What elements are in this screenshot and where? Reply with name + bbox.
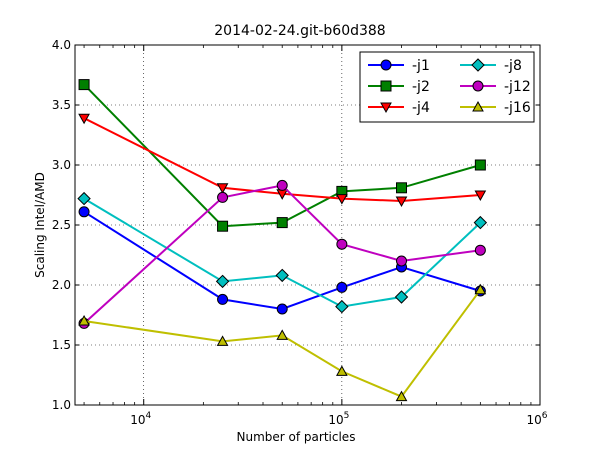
chart-title: 2014-02-24.git-b60d388 bbox=[214, 23, 385, 39]
legend-item: -j8 bbox=[460, 58, 522, 74]
data-point bbox=[215, 274, 230, 289]
legend-item: -j12 bbox=[460, 79, 531, 95]
series-line bbox=[83, 210, 481, 311]
legend-marker bbox=[380, 59, 392, 71]
series-j8 bbox=[77, 191, 488, 314]
data-point bbox=[336, 281, 348, 293]
data-point bbox=[217, 293, 229, 305]
data-point bbox=[474, 159, 486, 171]
data-point bbox=[77, 191, 91, 206]
data-point bbox=[396, 182, 408, 194]
data-point bbox=[78, 79, 90, 91]
x-axis-label: Number of particles bbox=[237, 430, 356, 444]
y-axis-label: Scaling Intel/AMD bbox=[33, 172, 47, 278]
data-point bbox=[216, 335, 229, 346]
plot-series bbox=[77, 79, 488, 402]
x-tick-label-exponent: 4 bbox=[145, 411, 151, 421]
legend-marker bbox=[472, 80, 484, 92]
data-point bbox=[275, 268, 289, 283]
data-point bbox=[276, 329, 289, 340]
legend-item: -j16 bbox=[460, 100, 531, 116]
y-tick-label: 1.0 bbox=[52, 398, 71, 412]
data-point bbox=[336, 238, 348, 250]
series-j16 bbox=[78, 283, 487, 402]
data-point bbox=[474, 283, 487, 295]
legend-marker bbox=[472, 100, 484, 112]
y-tick-label: 3.0 bbox=[52, 158, 71, 172]
data-point bbox=[394, 290, 409, 304]
legend: -j1 -j2 -j4 -j8 -j12 -j16 bbox=[359, 51, 535, 123]
legend-label: -j4 bbox=[412, 100, 430, 116]
series-j4 bbox=[78, 113, 487, 208]
y-tick-label: 4.0 bbox=[52, 38, 71, 52]
series-line bbox=[83, 197, 482, 308]
y-tick-label: 1.5 bbox=[52, 338, 71, 352]
x-tick-label-base: 10 bbox=[328, 413, 343, 427]
x-tick-label-exponent: 6 bbox=[542, 411, 548, 421]
grid bbox=[75, 45, 540, 405]
legend-marker bbox=[380, 102, 392, 114]
data-point bbox=[336, 194, 348, 205]
legend-label: -j8 bbox=[504, 58, 522, 74]
data-point bbox=[78, 113, 90, 125]
data-point bbox=[395, 196, 408, 208]
data-point bbox=[78, 206, 90, 218]
x-tick-label: 105 bbox=[328, 411, 349, 427]
data-point bbox=[78, 314, 90, 326]
x-tick-label-exponent: 5 bbox=[344, 411, 350, 421]
series-j2 bbox=[78, 79, 486, 232]
legend-item: -j1 bbox=[368, 58, 430, 74]
data-point bbox=[276, 179, 288, 191]
x-tick-label-base: 10 bbox=[130, 413, 145, 427]
series-line bbox=[83, 289, 482, 398]
legend-label: -j1 bbox=[412, 58, 430, 74]
series-line bbox=[83, 83, 481, 228]
y-tick-label: 2.0 bbox=[52, 278, 71, 292]
x-tick-label-base: 10 bbox=[526, 413, 541, 427]
legend-item: -j4 bbox=[368, 100, 430, 116]
series-line bbox=[83, 117, 481, 203]
legend-marker bbox=[380, 80, 392, 92]
data-point bbox=[276, 303, 288, 315]
data-point bbox=[216, 183, 229, 194]
data-point bbox=[217, 191, 229, 203]
legend-label: -j16 bbox=[504, 100, 531, 116]
x-tick-label: 104 bbox=[130, 411, 151, 427]
x-tick-label: 106 bbox=[526, 411, 547, 427]
data-point bbox=[336, 365, 348, 376]
y-tick-label: 2.5 bbox=[52, 218, 71, 232]
data-point bbox=[396, 255, 408, 267]
data-point bbox=[217, 220, 229, 232]
data-point bbox=[474, 244, 486, 256]
y-tick-label: 3.5 bbox=[52, 98, 71, 112]
data-point bbox=[395, 390, 408, 402]
data-point bbox=[335, 299, 349, 314]
data-point bbox=[276, 217, 288, 229]
legend-marker bbox=[471, 58, 485, 72]
series-line bbox=[83, 184, 481, 325]
data-point bbox=[474, 190, 487, 202]
legend-label: -j2 bbox=[412, 79, 430, 95]
legend-label: -j12 bbox=[504, 79, 531, 95]
data-point bbox=[473, 215, 488, 230]
legend-item: -j2 bbox=[368, 79, 430, 95]
